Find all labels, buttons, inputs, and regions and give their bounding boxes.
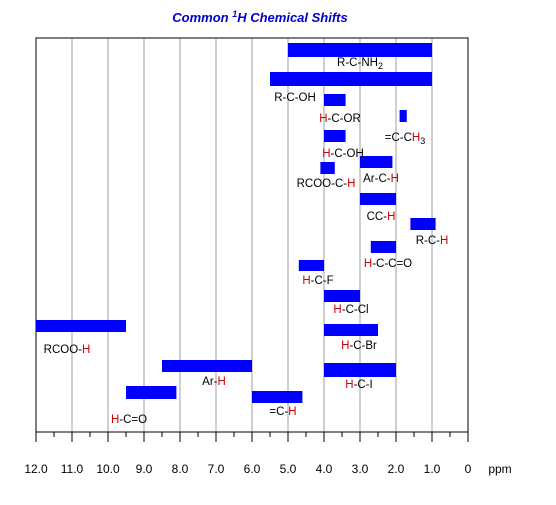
x-tick-label: 0 [465,462,472,476]
bar-cc-h [360,193,396,205]
x-tick-label: 4.0 [316,462,333,476]
x-tick-label: 2.0 [388,462,405,476]
bar-h-c-o [126,386,177,399]
bar-r-c-h [410,218,436,230]
bar-h-c-c-o [370,241,396,253]
title-superscript: 1 [232,9,237,19]
label-h-c-cl: H-C-Cl [333,304,368,316]
bar-r-c-oh [270,72,432,86]
label-r-c-oh: R-C-OH [274,92,316,104]
bar-ar-h [162,360,252,372]
label-ar-c-h: Ar-C-H [363,173,399,185]
x-tick-label: 7.0 [208,462,225,476]
bar-h-c-br [324,324,378,336]
shift-bars [36,43,436,403]
x-tick-label: 1.0 [424,462,441,476]
label-ar-h: Ar-H [202,376,226,388]
bar-rcoo-h [36,320,126,332]
label-h-c-o: H-C=O [111,414,147,426]
label-h-c-or: H-C-OR [319,113,361,125]
bar-h-c-f [298,260,324,271]
label-h-c-oh: H-C-OH [322,148,364,160]
x-tick-label: 8.0 [172,462,189,476]
label-rcoo-c-h: RCOO-C-H [297,178,356,190]
chart-title: Common 1H Chemical Shifts [172,9,348,25]
label-h-c-br: H-C-Br [341,340,377,352]
x-tick-label: 11.0 [61,462,84,476]
bar-h-c-or [324,94,346,106]
label-rcoo-h: RCOO-H [44,344,91,356]
x-axis: 12.0 11.0 10.0 9.0 8.0 7.0 6.0 5.0 4.0 3.0 2.0 1.0 0 [24,432,472,476]
bar-h-c-cl [324,290,360,302]
label-h-c-i: H-C-I [345,379,372,391]
label-h-c-c-o: H-C-C=O [364,258,412,270]
bar-h-c-oh [324,130,346,142]
bar-c-h [252,391,303,403]
x-tick-label: 3.0 [352,462,369,476]
label-c-h: =C-H [269,406,296,418]
label-cc-h: CC-H [367,211,396,223]
x-tick-label: 5.0 [280,462,297,476]
bar-h-c-i [324,363,396,377]
label-h-c-f: H-C-F [302,275,333,287]
label-r-c-nh2: R-C-NH2 [337,57,383,71]
label-r-c-h: R-C-H [416,235,449,247]
label-c-ch3: =C-CH3 [385,132,425,146]
bar-rcoo-c-h [320,162,335,174]
x-tick-label: 6.0 [244,462,261,476]
shift-labels: R-C-NH2 R-C-OHH-C-OR =C-CH3 H-C-OH RCOO-C-H A… [44,57,449,426]
bar-c-ch3 [399,110,407,122]
bar-r-c-nh2 [288,43,432,57]
x-axis-label: ppm [488,462,511,476]
x-tick-label: 12.0 [24,462,48,476]
bar-ar-c-h [360,156,393,168]
x-tick-label: 10.0 [96,462,120,476]
x-tick-label: 9.0 [136,462,153,476]
